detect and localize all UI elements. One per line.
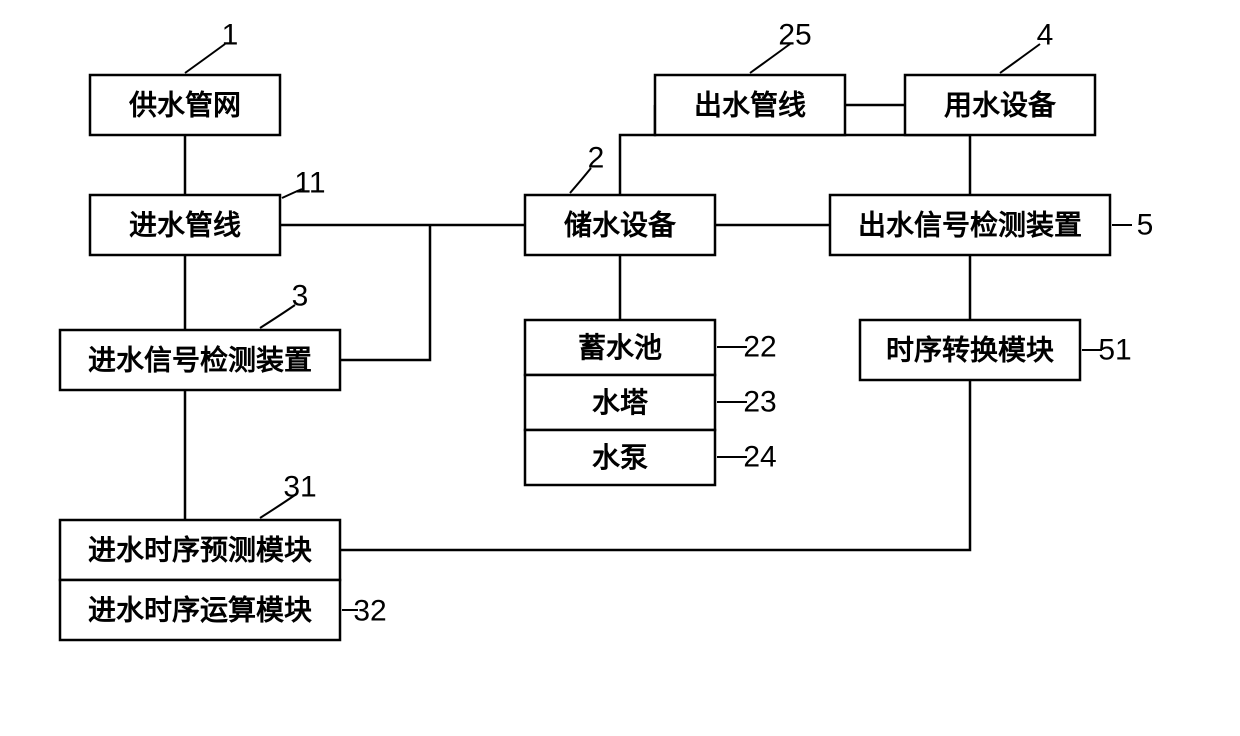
connector-7 bbox=[750, 135, 970, 195]
ref-number-n5: 5 bbox=[1137, 209, 1154, 242]
node-n31: 进水时序预测模块 bbox=[60, 520, 340, 580]
leader-n1 bbox=[185, 44, 225, 73]
node-label-n11: 进水管线 bbox=[129, 209, 241, 241]
node-label-n2: 储水设备 bbox=[564, 210, 677, 241]
node-n5: 出水信号检测装置 bbox=[830, 195, 1110, 255]
connector-5 bbox=[620, 105, 655, 195]
ref-number-n51: 51 bbox=[1098, 334, 1131, 367]
leader-n3 bbox=[260, 305, 295, 328]
flowchart-diagram: 供水管网进水管线进水信号检测装置进水时序预测模块进水时序运算模块 储水设备蓄水池水… bbox=[0, 0, 1240, 736]
node-label-n4: 用水设备 bbox=[944, 90, 1057, 121]
ref-number-n3: 3 bbox=[292, 280, 309, 313]
ref-number-n25: 25 bbox=[778, 19, 811, 52]
node-n2: 储水设备 bbox=[525, 195, 715, 255]
ref-number-n2: 2 bbox=[588, 142, 605, 175]
node-n1: 供水管网 bbox=[90, 75, 280, 135]
ref-number-n32: 32 bbox=[353, 595, 386, 628]
ref-number-n31: 31 bbox=[283, 471, 316, 504]
ref-number-n4: 4 bbox=[1037, 19, 1054, 52]
node-label-n23: 水塔 bbox=[592, 387, 649, 418]
node-label-n25: 出水管线 bbox=[694, 89, 806, 121]
node-label-n31: 进水时序预测模块 bbox=[88, 534, 312, 566]
node-label-n1: 供水管网 bbox=[128, 89, 241, 121]
connector-4 bbox=[340, 225, 430, 360]
node-label-n22: 蓄水池 bbox=[578, 332, 662, 363]
node-label-n51: 时序转换模块 bbox=[886, 334, 1054, 366]
ref-number-n22: 22 bbox=[743, 331, 776, 364]
node-n32: 进水时序运算模块 bbox=[60, 580, 340, 640]
node-label-n3: 进水信号检测装置 bbox=[88, 344, 312, 376]
ref-number-n24: 24 bbox=[743, 441, 776, 474]
node-label-n24: 水泵 bbox=[592, 442, 648, 473]
node-n25: 出水管线 bbox=[655, 75, 845, 135]
node-n24: 水泵 bbox=[525, 430, 715, 485]
leader-n4 bbox=[1000, 44, 1040, 73]
node-n23: 水塔 bbox=[525, 375, 715, 430]
node-n4: 用水设备 bbox=[905, 75, 1095, 135]
nodes-layer: 供水管网进水管线进水信号检测装置进水时序预测模块进水时序运算模块 储水设备蓄水池水… bbox=[60, 75, 1110, 640]
ref-number-n11: 11 bbox=[294, 167, 325, 200]
node-label-n32: 进水时序运算模块 bbox=[88, 594, 312, 626]
ref-number-n23: 23 bbox=[743, 386, 776, 419]
ref-number-n1: 1 bbox=[222, 19, 239, 52]
node-n22: 蓄水池 bbox=[525, 320, 715, 375]
node-n11: 进水管线 bbox=[90, 195, 280, 255]
node-label-n5: 出水信号检测装置 bbox=[858, 209, 1082, 241]
node-n51: 时序转换模块 bbox=[860, 320, 1080, 380]
node-n3: 进水信号检测装置 bbox=[60, 330, 340, 390]
